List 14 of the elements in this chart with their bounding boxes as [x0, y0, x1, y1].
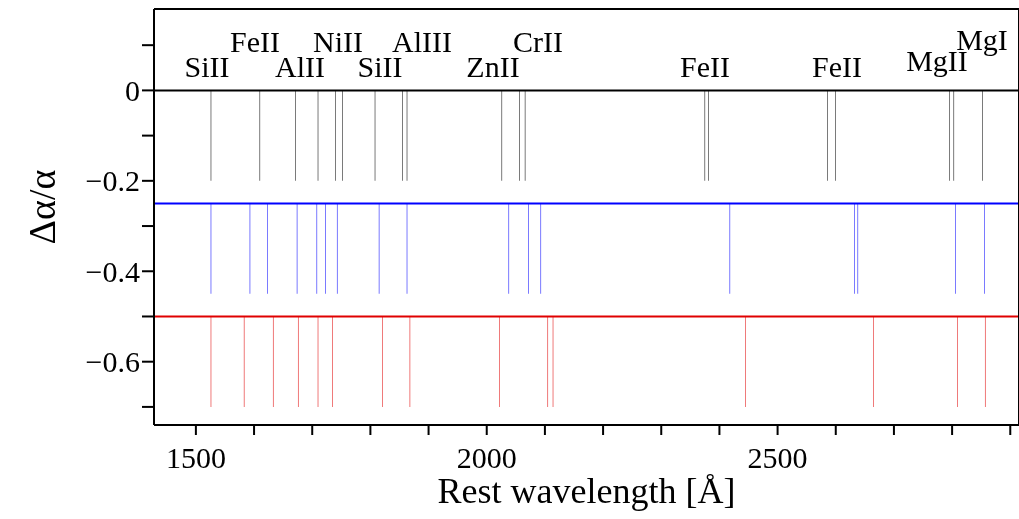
x-tick-label: 2500 [747, 441, 808, 475]
x-tick-label: 1500 [165, 441, 226, 475]
annotation: SiII [184, 49, 230, 83]
annotation: FeII [230, 24, 280, 58]
y-axis-title: Δα/α [21, 169, 64, 245]
annotation: FeII [812, 49, 862, 83]
annotation: NiII [313, 24, 363, 58]
annotation: CrII [513, 24, 563, 58]
y-tick-label: 0 [125, 74, 140, 108]
annotation: AlIII [392, 24, 452, 58]
annotation: FeII [680, 49, 730, 83]
y-tick-label: −0.2 [85, 164, 140, 198]
y-tick-label: −0.6 [85, 345, 140, 379]
y-tick-label: −0.4 [85, 254, 140, 288]
